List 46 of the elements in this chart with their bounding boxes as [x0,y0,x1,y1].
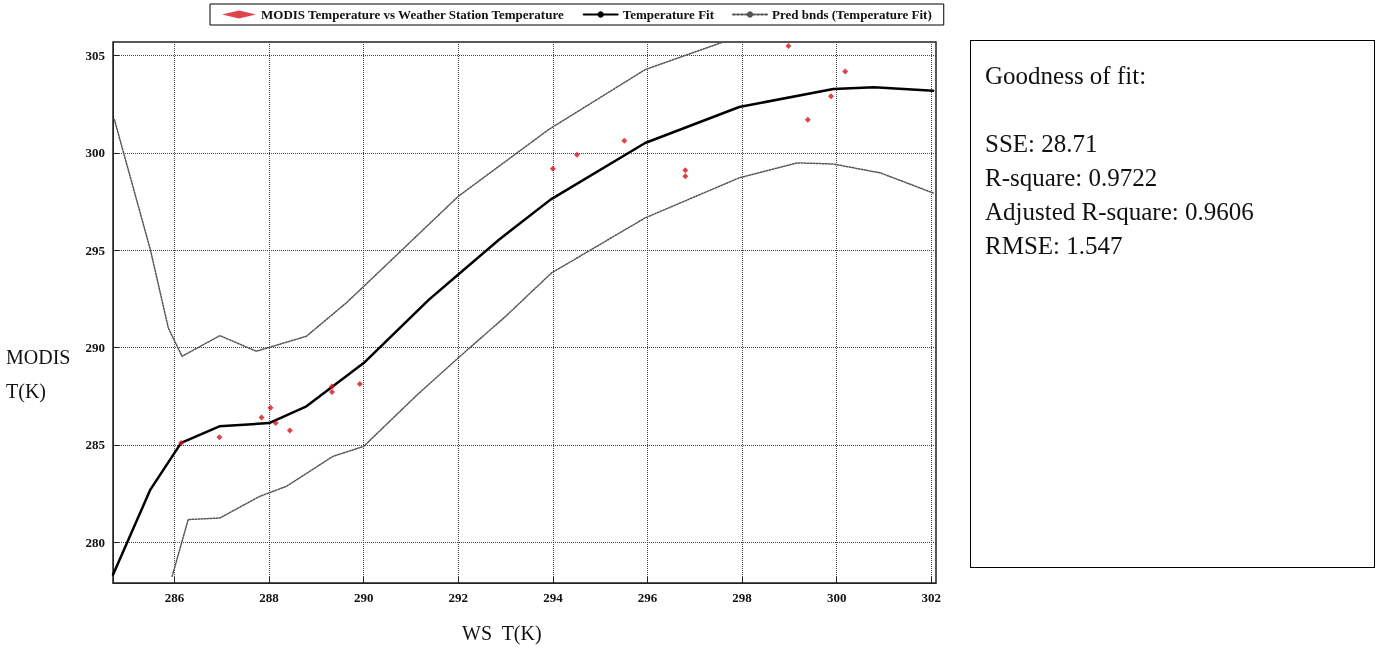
text: R-square: 0.9722 [985,163,1159,193]
y-tick-label: 280 [85,534,105,550]
point [328,388,335,395]
point [842,68,849,75]
text: Goodness of fit: [985,61,1148,91]
x-tick-label: 294 [543,590,564,605]
x-tick-label: 298 [732,590,753,605]
y-tick-label: 295 [85,242,106,258]
x-tick-label: 300 [826,590,847,605]
x-tick-label: 292 [448,590,469,605]
x-tick-label: 288 [259,590,280,605]
point [178,439,185,446]
x-tick-label: 286 [164,590,185,605]
point [356,380,363,387]
x-tick-label: 302 [921,590,942,605]
y-tick-label: 300 [85,145,105,161]
point [804,116,811,123]
x-axis-title: WS T(K) [462,622,542,645]
text: SSE: 28.71 [985,129,1099,159]
x-tick-label: 296 [637,590,658,605]
point [286,427,293,434]
line-series [113,41,724,358]
point [272,420,279,427]
text: RMSE: 1.547 [985,231,1124,261]
point [216,434,223,441]
point [621,137,628,144]
point [328,383,335,390]
point [682,167,689,174]
legend-label: Pred bnds (Temperature Fit) [772,7,932,22]
point [267,404,274,411]
point [549,165,556,172]
point [785,42,792,49]
point [828,93,834,100]
x-tick-label: 290 [353,590,374,605]
line-series [171,162,934,578]
point [258,414,265,421]
point [682,173,689,180]
y-tick-label: 305 [85,48,106,64]
legend-label: Temperature Fit [622,7,715,22]
y-tick-label: 290 [85,340,105,356]
y-axis-title: MODIS T(K) [6,345,72,405]
text: Adjusted R-square: 0.9606 [985,197,1255,227]
y-tick-label: 285 [85,437,106,453]
legend-label: MODIS Temperature vs Weather Station Temperature [261,7,564,22]
point [574,151,580,158]
line-series [111,86,935,576]
